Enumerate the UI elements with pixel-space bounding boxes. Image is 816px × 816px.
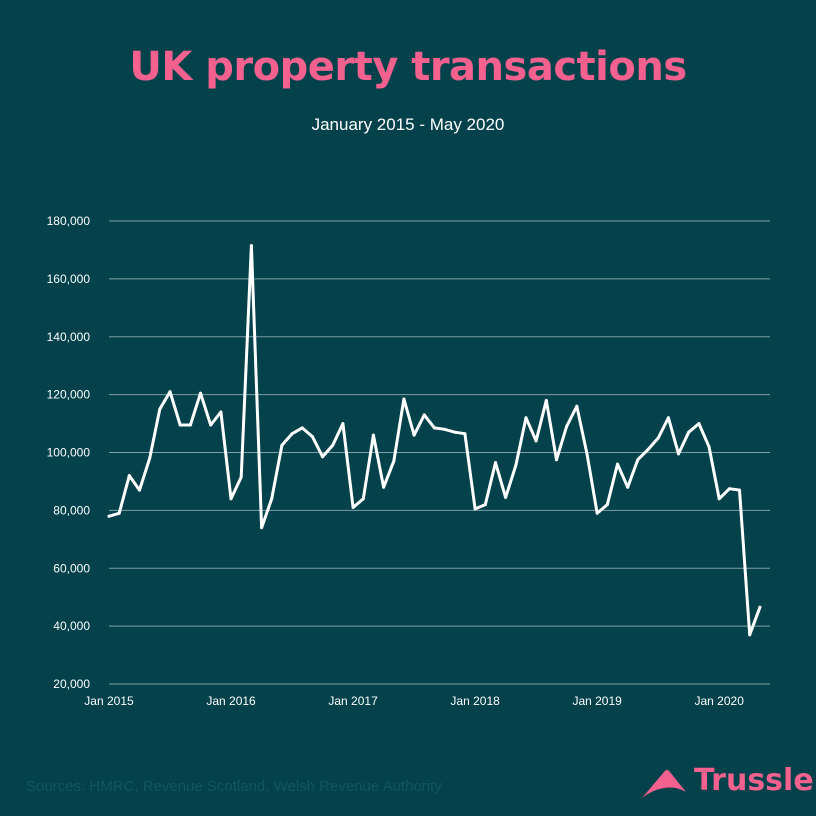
data-point <box>707 445 711 449</box>
data-point <box>758 605 762 609</box>
data-point <box>717 497 721 501</box>
y-tick-label: 100,000 <box>47 446 91 460</box>
data-point <box>534 439 538 443</box>
data-point <box>727 487 731 491</box>
data-point <box>280 443 284 447</box>
data-point <box>239 475 243 479</box>
data-point <box>565 425 569 428</box>
data-point <box>188 423 192 427</box>
x-tick-label: Jan 2020 <box>695 694 745 708</box>
data-point <box>432 426 436 430</box>
y-tick-label: 140,000 <box>47 330 91 344</box>
y-tick-label: 120,000 <box>47 388 91 402</box>
data-point <box>331 443 335 447</box>
data-point <box>473 507 477 511</box>
data-point <box>321 455 325 459</box>
data-point <box>616 462 619 466</box>
trussle-roof-icon <box>642 770 686 798</box>
series-line <box>107 244 762 637</box>
data-point <box>514 464 518 467</box>
data-point <box>127 474 131 478</box>
data-point <box>371 433 375 437</box>
data-point <box>158 407 162 411</box>
chart-subtitle: January 2015 - May 2020 <box>311 115 505 134</box>
data-point <box>260 526 264 530</box>
data-point <box>270 497 274 501</box>
chart-title: UK property transactions <box>129 44 687 90</box>
y-tick-label: 180,000 <box>47 214 91 228</box>
data-point <box>341 422 345 426</box>
data-point <box>117 511 121 515</box>
gridlines <box>109 220 770 685</box>
data-point <box>666 416 670 420</box>
x-tick-label: Jan 2018 <box>450 694 500 708</box>
data-point <box>178 423 182 427</box>
data-point <box>168 390 172 394</box>
y-tick-label: 20,000 <box>53 677 90 691</box>
data-point <box>555 458 558 462</box>
data-point <box>636 458 640 462</box>
x-tick-label: Jan 2016 <box>206 694 256 708</box>
x-tick-label: Jan 2017 <box>328 694 378 708</box>
y-tick-label: 40,000 <box>53 619 90 633</box>
data-point <box>626 485 630 489</box>
data-point <box>575 404 579 408</box>
data-point <box>646 448 650 452</box>
data-point <box>585 452 589 456</box>
data-point <box>524 416 528 420</box>
data-point <box>290 432 294 436</box>
data-point <box>148 456 152 460</box>
data-point <box>249 244 253 248</box>
x-tick-label: Jan 2015 <box>84 694 134 708</box>
x-tick-label: Jan 2019 <box>572 694 622 708</box>
data-point <box>677 452 680 456</box>
data-point <box>219 410 223 414</box>
data-point <box>361 497 365 501</box>
data-point <box>382 485 386 489</box>
data-point <box>748 633 752 637</box>
data-point <box>300 426 304 430</box>
data-point <box>392 459 396 463</box>
data-point <box>605 503 609 507</box>
data-point <box>422 413 426 417</box>
source-note: Sources: HMRC, Revenue Scotland, Welsh R… <box>26 778 442 795</box>
data-point <box>687 430 691 434</box>
y-axis: 20,000 40,000 60,000 80,000 100,000 120,000 14… <box>47 214 91 691</box>
y-tick-label: 60,000 <box>53 561 90 575</box>
data-point <box>402 397 406 401</box>
data-point <box>107 514 111 518</box>
data-point <box>504 495 508 499</box>
data-point <box>138 488 141 492</box>
data-point <box>209 423 213 427</box>
data-point <box>351 506 355 509</box>
data-point <box>738 488 741 492</box>
data-point <box>199 391 202 395</box>
brand-name: Trussle <box>694 763 814 798</box>
data-point <box>697 422 701 426</box>
data-point <box>463 432 467 436</box>
data-point <box>656 436 660 440</box>
data-point <box>595 511 599 515</box>
y-tick-label: 160,000 <box>47 272 91 286</box>
data-point <box>229 497 233 501</box>
data-point <box>443 427 447 431</box>
data-point <box>483 503 487 507</box>
data-point <box>544 398 548 402</box>
data-point <box>412 433 416 437</box>
y-tick-label: 80,000 <box>53 503 90 517</box>
data-point <box>494 461 497 465</box>
data-point <box>453 430 457 434</box>
trussle-logo: Trussle <box>636 760 814 806</box>
data-point <box>310 435 314 439</box>
series-layer <box>107 244 762 637</box>
x-axis: Jan 2015 Jan 2016 Jan 2017 Jan 2018 Jan 2019… <box>84 694 744 708</box>
